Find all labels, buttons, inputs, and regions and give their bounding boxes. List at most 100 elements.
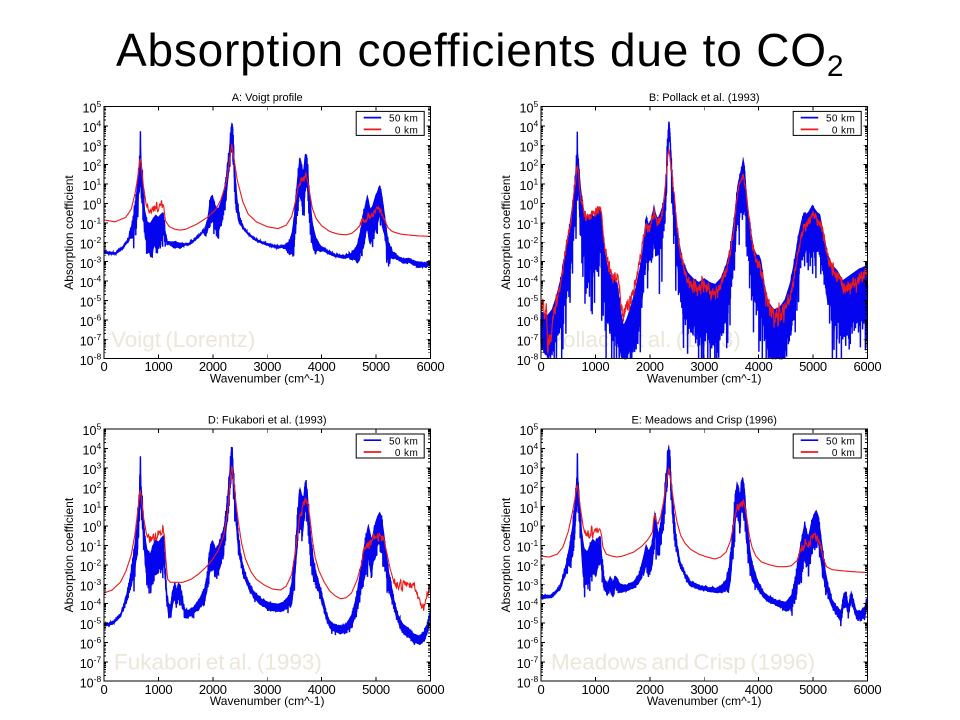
svg-text:0: 0 (538, 359, 545, 374)
svg-text:4000: 4000 (308, 682, 336, 697)
svg-text:4000: 4000 (745, 682, 773, 697)
svg-text:104: 104 (83, 119, 102, 136)
svg-text:10-7: 10-7 (517, 655, 539, 672)
svg-text:0 km: 0 km (395, 448, 418, 459)
svg-text:5000: 5000 (799, 359, 827, 374)
svg-text:104: 104 (520, 441, 539, 458)
svg-text:105: 105 (520, 99, 539, 116)
svg-text:105: 105 (83, 422, 102, 439)
svg-text:10-5: 10-5 (80, 616, 102, 633)
svg-text:10-2: 10-2 (517, 235, 539, 252)
svg-text:10-2: 10-2 (517, 558, 539, 575)
svg-text:Voigt (Lorentz): Voigt (Lorentz) (111, 327, 255, 352)
svg-text:10-8: 10-8 (517, 351, 539, 368)
svg-text:6000: 6000 (417, 359, 445, 374)
svg-text:3000: 3000 (253, 359, 281, 374)
svg-text:10-5: 10-5 (517, 616, 539, 633)
svg-text:B: Pollack et al. (1993): B: Pollack et al. (1993) (649, 92, 760, 104)
svg-text:10-8: 10-8 (80, 351, 102, 368)
svg-text:102: 102 (520, 157, 539, 174)
svg-text:1000: 1000 (582, 682, 610, 697)
svg-text:103: 103 (520, 138, 539, 155)
svg-text:0 km: 0 km (395, 126, 418, 137)
svg-text:E: Meadows and Crisp (1996): E: Meadows and Crisp (1996) (631, 415, 777, 427)
svg-text:100: 100 (520, 519, 539, 536)
svg-text:10-7: 10-7 (80, 332, 102, 349)
svg-text:100: 100 (83, 196, 102, 213)
svg-text:1000: 1000 (582, 359, 610, 374)
svg-text:Wavenumber (cm^-1): Wavenumber (cm^-1) (210, 694, 325, 708)
svg-text:5000: 5000 (362, 682, 390, 697)
svg-text:10-7: 10-7 (517, 332, 539, 349)
svg-text:Wavenumber (cm^-1): Wavenumber (cm^-1) (647, 371, 762, 385)
svg-text:4000: 4000 (745, 359, 773, 374)
svg-text:10-8: 10-8 (517, 674, 539, 691)
svg-text:10-3: 10-3 (80, 577, 102, 594)
svg-text:10-4: 10-4 (517, 596, 539, 613)
svg-text:10-1: 10-1 (80, 538, 102, 555)
svg-text:10-1: 10-1 (80, 216, 102, 233)
svg-text:100: 100 (520, 196, 539, 213)
svg-text:101: 101 (520, 499, 539, 516)
svg-text:3000: 3000 (253, 682, 281, 697)
svg-text:100: 100 (83, 519, 102, 536)
svg-text:50 km: 50 km (826, 114, 855, 125)
svg-text:Meadows and Crisp (1996): Meadows and Crisp (1996) (551, 650, 815, 675)
svg-text:10-2: 10-2 (80, 235, 102, 252)
svg-text:10-4: 10-4 (80, 274, 102, 291)
svg-text:0 km: 0 km (832, 448, 855, 459)
svg-text:50 km: 50 km (389, 436, 418, 447)
svg-text:10-6: 10-6 (80, 635, 102, 652)
svg-text:6000: 6000 (417, 682, 445, 697)
svg-text:10-3: 10-3 (517, 254, 539, 271)
svg-text:Absorption coefficient: Absorption coefficient (62, 175, 76, 290)
svg-text:Absorption coefficient: Absorption coefficient (499, 497, 513, 612)
svg-text:2000: 2000 (636, 359, 664, 374)
svg-text:2000: 2000 (199, 359, 227, 374)
svg-text:4000: 4000 (308, 359, 336, 374)
svg-text:1000: 1000 (145, 359, 173, 374)
svg-text:105: 105 (83, 99, 102, 116)
svg-text:105: 105 (520, 422, 539, 439)
svg-text:101: 101 (520, 177, 539, 194)
svg-text:3000: 3000 (690, 682, 718, 697)
svg-text:0: 0 (101, 359, 108, 374)
svg-text:Absorption coefficient: Absorption coefficient (62, 497, 76, 612)
svg-text:10-3: 10-3 (517, 577, 539, 594)
svg-text:10-4: 10-4 (517, 274, 539, 291)
svg-text:101: 101 (83, 177, 102, 194)
svg-text:6000: 6000 (854, 682, 882, 697)
svg-text:A: Voigt profile: A: Voigt profile (232, 92, 303, 104)
svg-text:Wavenumber (cm^-1): Wavenumber (cm^-1) (210, 371, 325, 385)
svg-text:10-2: 10-2 (80, 558, 102, 575)
svg-text:Wavenumber (cm^-1): Wavenumber (cm^-1) (647, 694, 762, 708)
svg-text:10-7: 10-7 (80, 655, 102, 672)
svg-text:10-8: 10-8 (80, 674, 102, 691)
svg-text:50 km: 50 km (389, 114, 418, 125)
svg-text:102: 102 (520, 480, 539, 497)
svg-text:10-1: 10-1 (517, 216, 539, 233)
svg-text:10-6: 10-6 (517, 313, 539, 330)
svg-text:10-3: 10-3 (80, 254, 102, 271)
svg-text:10-6: 10-6 (80, 313, 102, 330)
svg-text:10-1: 10-1 (517, 538, 539, 555)
svg-text:101: 101 (83, 499, 102, 516)
svg-text:2000: 2000 (636, 682, 664, 697)
svg-text:Absorption coefficient: Absorption coefficient (499, 175, 513, 290)
svg-text:0: 0 (101, 682, 108, 697)
svg-text:10-5: 10-5 (80, 293, 102, 310)
svg-text:103: 103 (520, 461, 539, 478)
svg-text:104: 104 (520, 119, 539, 136)
svg-text:6000: 6000 (854, 359, 882, 374)
svg-text:102: 102 (83, 157, 102, 174)
svg-text:103: 103 (83, 461, 102, 478)
svg-text:Absorption coefficients due to: Absorption coefficients due to CO2 (116, 24, 844, 83)
svg-text:10-5: 10-5 (517, 293, 539, 310)
svg-text:5000: 5000 (799, 682, 827, 697)
svg-text:3000: 3000 (690, 359, 718, 374)
svg-text:50 km: 50 km (826, 436, 855, 447)
svg-text:0: 0 (538, 682, 545, 697)
svg-text:104: 104 (83, 441, 102, 458)
svg-text:5000: 5000 (362, 359, 390, 374)
svg-text:0 km: 0 km (832, 126, 855, 137)
